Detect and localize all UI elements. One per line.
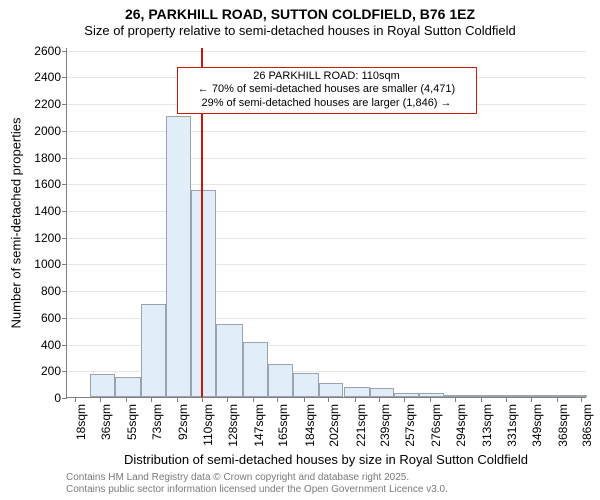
annotation-line-3: 29% of semi-detached houses are larger (…: [182, 97, 472, 111]
y-tick-label: 0: [54, 391, 67, 405]
x-tick-label: 36sqm: [99, 404, 113, 440]
x-tick-label: 110sqm: [201, 404, 215, 446]
x-tick-mark: [355, 397, 356, 402]
x-tick-mark: [481, 397, 482, 402]
footer-line-2: Contains public sector information licen…: [66, 484, 448, 496]
histogram-bar: [115, 377, 141, 397]
footer-line-1: Contains HM Land Registry data © Crown c…: [66, 472, 448, 484]
x-tick-mark: [75, 397, 76, 402]
x-tick-label: 221sqm: [354, 404, 368, 447]
x-tick-label: 386sqm: [580, 404, 594, 447]
x-axis-label: Distribution of semi-detached houses by …: [124, 452, 528, 467]
y-tick-label: 2200: [34, 97, 67, 111]
histogram-bar: [216, 324, 244, 397]
x-tick-label: 257sqm: [403, 404, 417, 447]
footer-attribution: Contains HM Land Registry data © Crown c…: [66, 472, 448, 496]
x-tick-label: 147sqm: [252, 404, 266, 447]
x-tick-label: 294sqm: [454, 404, 468, 447]
histogram-bar: [344, 387, 370, 397]
chart-container: 26, PARKHILL ROAD, SUTTON COLDFIELD, B76…: [0, 0, 600, 500]
y-tick-label: 600: [41, 311, 67, 325]
histogram-bar: [394, 393, 419, 397]
y-axis-label: Number of semi-detached properties: [9, 118, 24, 329]
grid-line: [67, 211, 586, 212]
x-tick-label: 92sqm: [176, 404, 190, 440]
x-tick-label: 128sqm: [226, 404, 240, 447]
histogram-bar: [570, 395, 587, 397]
x-tick-label: 165sqm: [276, 404, 290, 447]
histogram-bar: [444, 395, 470, 397]
y-tick-label: 800: [41, 284, 67, 298]
grid-line: [67, 131, 586, 132]
x-tick-label: 18sqm: [74, 404, 88, 440]
histogram-bar: [319, 383, 344, 397]
x-tick-label: 313sqm: [480, 404, 494, 447]
x-tick-label: 73sqm: [150, 404, 164, 440]
x-tick-mark: [506, 397, 507, 402]
x-tick-label: 276sqm: [429, 404, 443, 447]
y-tick-label: 200: [41, 364, 67, 378]
x-tick-mark: [202, 397, 203, 402]
x-tick-label: 202sqm: [327, 404, 341, 447]
y-tick-label: 2400: [34, 70, 67, 84]
x-tick-mark: [379, 397, 380, 402]
x-tick-mark: [304, 397, 305, 402]
x-tick-mark: [126, 397, 127, 402]
x-tick-label: 55sqm: [125, 404, 139, 440]
x-tick-mark: [177, 397, 178, 402]
histogram-bar: [419, 393, 444, 397]
x-tick-mark: [455, 397, 456, 402]
grid-line: [67, 238, 586, 239]
grid-line: [67, 158, 586, 159]
chart-title: 26, PARKHILL ROAD, SUTTON COLDFIELD, B76…: [0, 0, 600, 23]
x-tick-mark: [531, 397, 532, 402]
histogram-bar: [293, 373, 319, 397]
x-tick-label: 239sqm: [378, 404, 392, 447]
x-tick-label: 349sqm: [530, 404, 544, 447]
grid-line: [67, 184, 586, 185]
y-tick-label: 1800: [34, 151, 67, 165]
histogram-bar: [495, 395, 521, 397]
y-tick-label: 1200: [34, 231, 67, 245]
x-tick-mark: [253, 397, 254, 402]
annotation-box: 26 PARKHILL ROAD: 110sqm← 70% of semi-de…: [177, 67, 477, 114]
histogram-bar: [90, 374, 115, 397]
annotation-line-1: 26 PARKHILL ROAD: 110sqm: [182, 70, 472, 84]
x-tick-mark: [557, 397, 558, 402]
x-tick-mark: [277, 397, 278, 402]
y-tick-label: 2000: [34, 124, 67, 138]
x-tick-mark: [430, 397, 431, 402]
grid-line: [67, 291, 586, 292]
x-tick-mark: [227, 397, 228, 402]
grid-line: [67, 264, 586, 265]
y-tick-label: 2600: [34, 44, 67, 58]
grid-line: [67, 51, 586, 52]
annotation-line-2: ← 70% of semi-detached houses are smalle…: [182, 83, 472, 97]
x-tick-label: 368sqm: [556, 404, 570, 447]
x-tick-label: 184sqm: [303, 404, 317, 447]
histogram-bar: [470, 395, 495, 397]
x-tick-label: 331sqm: [505, 404, 519, 447]
y-tick-label: 1000: [34, 257, 67, 271]
x-tick-mark: [151, 397, 152, 402]
y-tick-label: 400: [41, 338, 67, 352]
histogram-bar: [166, 116, 191, 397]
x-tick-mark: [100, 397, 101, 402]
histogram-bar: [141, 304, 166, 398]
histogram-bar: [191, 190, 216, 397]
histogram-bar: [370, 388, 395, 397]
y-tick-label: 1600: [34, 177, 67, 191]
chart-subtitle: Size of property relative to semi-detach…: [0, 23, 600, 43]
plot-area: 0200400600800100012001400160018002000220…: [66, 48, 586, 398]
histogram-bar: [546, 395, 571, 397]
histogram-bar: [243, 342, 268, 397]
y-tick-label: 1400: [34, 204, 67, 218]
histogram-bar: [268, 364, 293, 397]
x-tick-mark: [328, 397, 329, 402]
x-tick-mark: [404, 397, 405, 402]
x-tick-mark: [581, 397, 582, 402]
histogram-bar: [521, 395, 546, 397]
